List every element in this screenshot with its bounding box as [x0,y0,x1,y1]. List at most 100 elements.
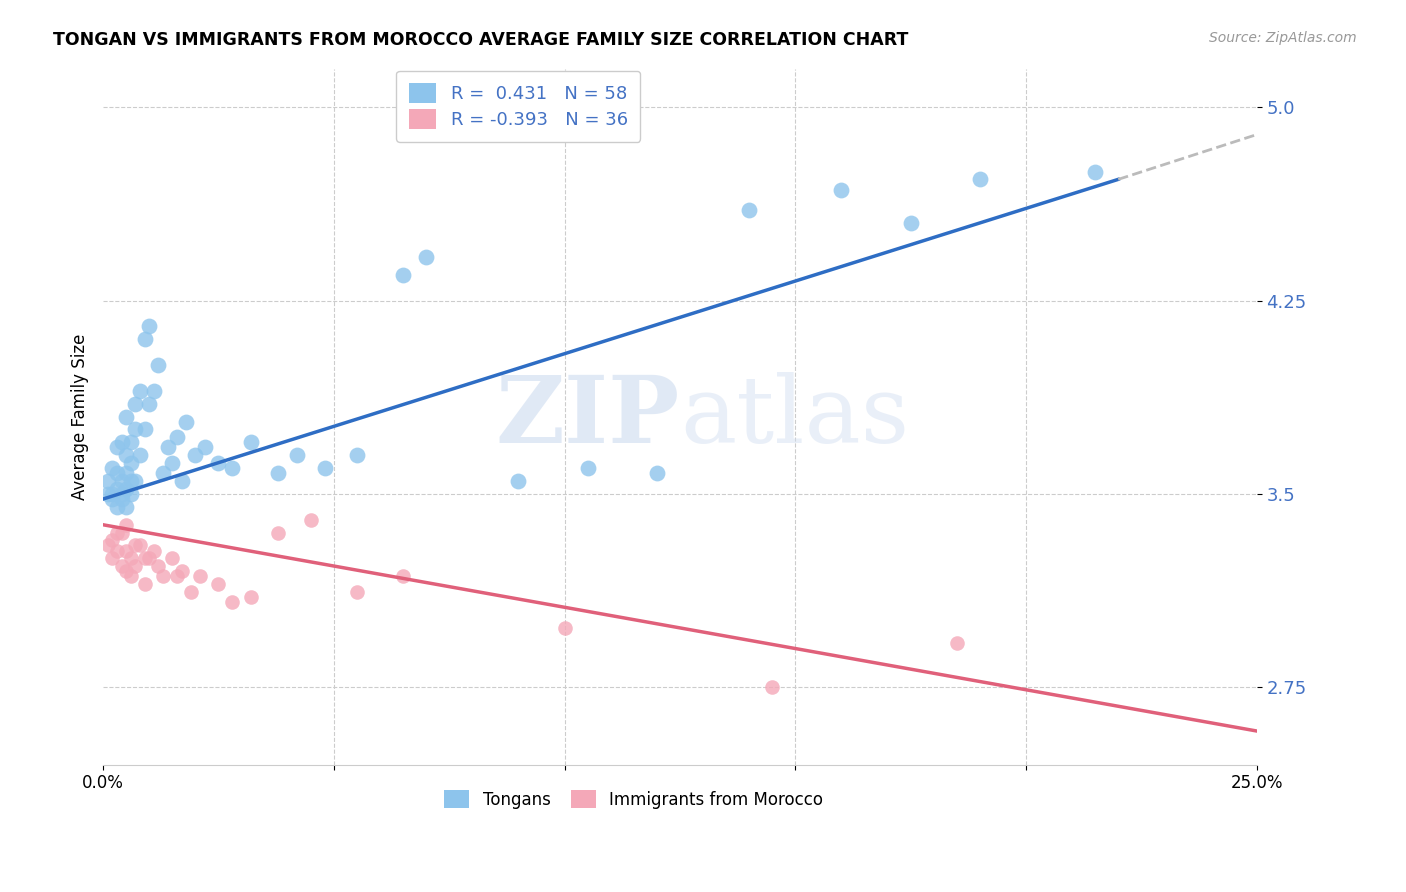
Point [120,569,142,583]
Point [110,474,132,488]
Text: ZIP: ZIP [496,371,681,461]
Point [188,569,211,583]
Point [170,474,193,488]
Point [138,396,160,410]
Point [129,384,152,398]
Point [110,525,132,540]
Point [148,358,170,372]
Point [156,441,179,455]
Point [120,456,142,470]
Point [415,250,437,264]
Point [124,422,146,436]
Point [110,559,132,574]
Point [110,491,132,506]
Point [101,491,124,506]
Point [184,448,207,462]
Point [105,482,128,496]
Point [239,590,262,604]
Point [207,577,229,591]
Point [508,474,530,488]
Point [97,538,120,552]
Point [101,533,124,548]
Point [97,474,120,488]
Point [148,559,170,574]
Point [738,203,761,218]
Point [162,456,184,470]
Point [101,461,124,475]
Point [105,441,128,455]
Point [105,500,128,514]
Point [267,525,290,540]
Point [174,415,197,429]
Point [239,435,262,450]
Point [166,569,188,583]
Point [166,430,188,444]
Point [554,621,576,635]
Text: TONGAN VS IMMIGRANTS FROM MOROCCO AVERAGE FAMILY SIZE CORRELATION CHART: TONGAN VS IMMIGRANTS FROM MOROCCO AVERAG… [53,31,908,49]
Point [101,487,124,501]
Point [299,513,322,527]
Point [105,467,128,481]
Point [1084,164,1107,178]
Point [576,461,599,475]
Point [124,559,146,574]
Point [900,216,922,230]
Point [392,268,415,282]
Point [124,474,146,488]
Point [142,384,165,398]
Y-axis label: Average Family Size: Average Family Size [72,334,89,500]
Point [207,456,229,470]
Point [162,551,184,566]
Point [115,467,138,481]
Point [115,409,138,424]
Point [134,332,156,346]
Point [115,500,138,514]
Point [115,564,138,578]
Point [120,474,142,488]
Point [285,448,308,462]
Text: atlas: atlas [681,371,910,461]
Point [267,467,290,481]
Point [115,448,138,462]
Point [152,569,174,583]
Point [134,577,156,591]
Point [124,538,146,552]
Point [129,538,152,552]
Point [101,551,124,566]
Point [115,517,138,532]
Point [945,636,967,650]
Point [138,319,160,334]
Point [392,569,415,583]
Point [120,435,142,450]
Point [221,595,243,609]
Legend: Tongans, Immigrants from Morocco: Tongans, Immigrants from Morocco [437,783,830,815]
Point [314,461,336,475]
Point [152,467,174,481]
Point [97,487,120,501]
Point [830,183,852,197]
Point [194,441,217,455]
Point [142,543,165,558]
Point [221,461,243,475]
Point [969,172,991,186]
Point [761,680,783,694]
Point [115,482,138,496]
Point [180,584,202,599]
Point [138,551,160,566]
Point [110,487,132,501]
Point [115,543,138,558]
Point [129,448,152,462]
Point [124,396,146,410]
Text: Source: ZipAtlas.com: Source: ZipAtlas.com [1209,31,1357,45]
Point [120,487,142,501]
Point [105,525,128,540]
Point [645,467,668,481]
Point [346,584,368,599]
Point [105,543,128,558]
Point [134,422,156,436]
Point [346,448,368,462]
Point [110,435,132,450]
Point [134,551,156,566]
Point [120,551,142,566]
Point [170,564,193,578]
